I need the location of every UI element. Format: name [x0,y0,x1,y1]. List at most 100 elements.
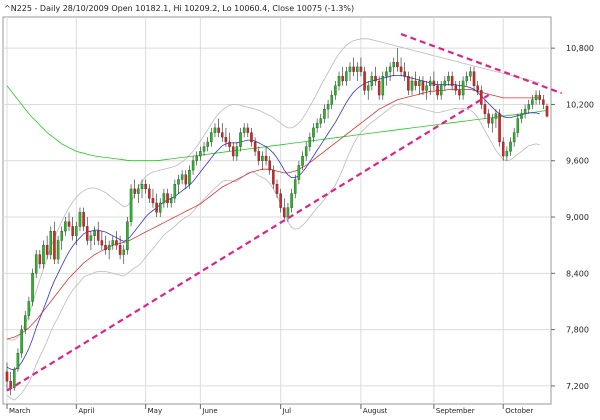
candle-body [111,240,115,246]
candle-body [93,230,96,236]
candle [301,151,304,171]
candle [221,123,224,142]
candle-body [334,85,337,96]
candle-body [399,66,403,72]
candle-body [177,179,180,185]
candle-body [341,76,344,82]
candle-body [75,226,78,236]
candle [283,198,286,222]
candle [133,179,136,199]
bollinger-upper-line [6,38,540,341]
candle-body [308,137,312,147]
candle [414,71,417,91]
candle-body [326,104,330,110]
candle-body [228,141,231,147]
candle [151,188,155,208]
candle-body [403,71,406,77]
candle [454,80,458,96]
candle [476,80,479,96]
candle [501,137,505,161]
candle [356,62,359,81]
candle [439,80,443,100]
candle-body [501,141,505,157]
candle [86,217,89,246]
candle-body [107,245,111,251]
candle [465,71,468,86]
candle-body [366,85,370,91]
candle-body [261,155,264,161]
candle-body [67,221,71,227]
candle-body [520,113,523,119]
candle-body [461,80,465,96]
candle-body [268,160,271,171]
candle-body [224,137,228,143]
candle-body [480,90,483,105]
candle-body [542,99,545,105]
candle [250,127,253,147]
candle [166,188,169,208]
candle-body [509,141,512,152]
candle [458,80,461,100]
candle-body [483,104,487,114]
candle-body [23,315,27,330]
candle [341,66,344,86]
candle-body [53,230,56,260]
candle-body [279,193,282,208]
candle [323,104,326,124]
candle-body [512,132,516,143]
candle-body [71,226,74,236]
candle-body [414,80,417,86]
candle-body [38,254,42,265]
y-tick-label: 7,200 [566,382,589,391]
candle-body [60,230,63,241]
candle [290,188,293,213]
candle [202,141,206,157]
candle-body [348,66,352,72]
candle [162,188,166,208]
candle-body [315,123,319,129]
candle [137,184,140,203]
candle-body [370,76,374,86]
candle-body [491,118,494,124]
y-tick-label: 9,600 [566,157,589,166]
candle [129,184,133,227]
candle [425,80,428,100]
candle-body [144,184,147,190]
candle-body [381,76,385,96]
candle [16,348,20,372]
candle [545,103,549,118]
candle [246,123,250,138]
x-tick-label: May [148,407,162,415]
candle-body [100,240,104,246]
candle-body [465,76,468,82]
candle [407,71,410,96]
candle-body [158,202,162,213]
candle [253,137,257,157]
candle [67,212,71,232]
candle [279,188,282,213]
candle-body [283,207,286,218]
candle [381,71,385,100]
candle [494,109,498,128]
candle-body [180,174,184,180]
candle [275,179,279,199]
candle [235,141,239,161]
candle [31,268,34,307]
candle [96,221,100,246]
candle [334,80,337,100]
candle-body [494,113,498,119]
candle [330,90,333,110]
candle-body [396,62,399,68]
candle [20,324,23,358]
candle [228,132,231,152]
candle [319,113,323,128]
candle [104,235,107,255]
candle [483,99,487,119]
candle [520,109,523,124]
candle [523,104,527,119]
candle [53,221,56,264]
candle-body [86,226,89,241]
candle [293,174,297,199]
candle-body [356,66,359,72]
